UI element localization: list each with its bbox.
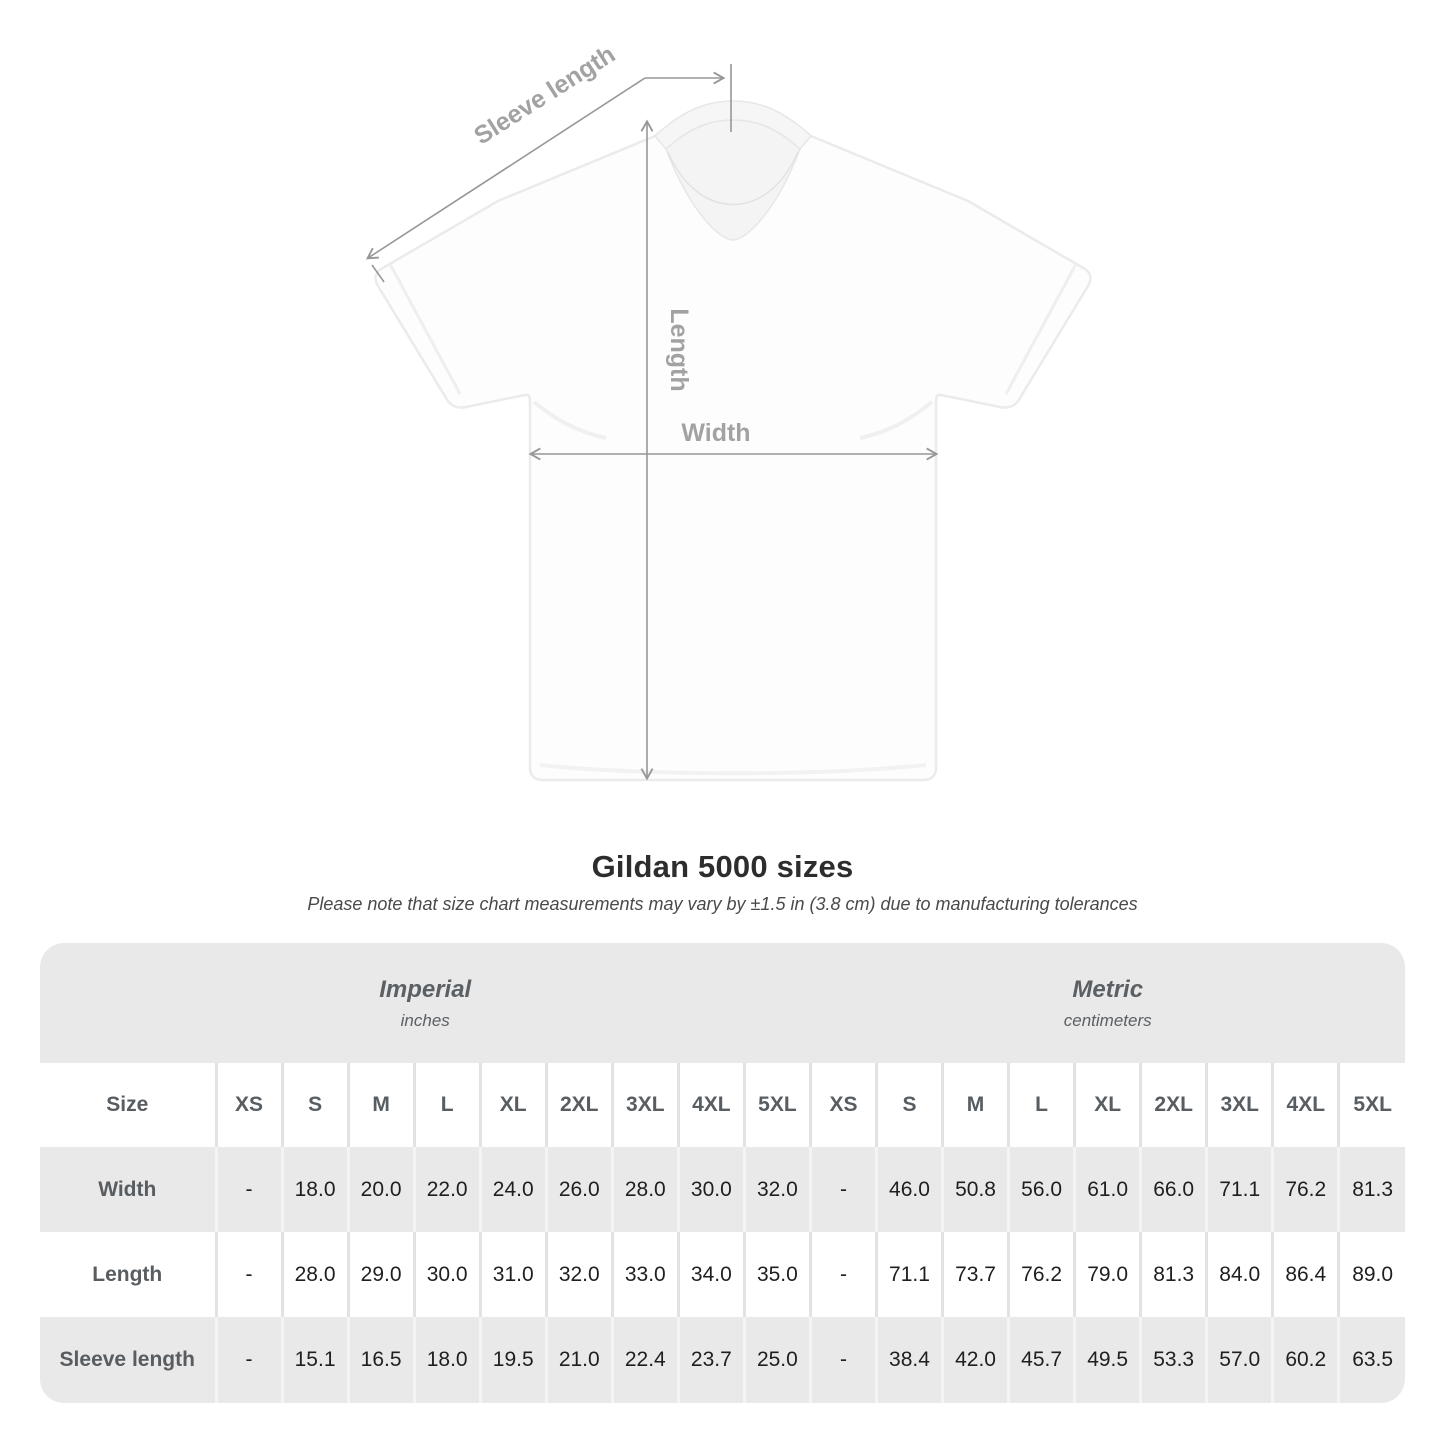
size-header-row: Size XS S M L XL 2XL 3XL 4XL 5XL XS S M … [40, 1063, 1405, 1147]
metric-unit: centimeters [1063, 1010, 1152, 1030]
size-value-cell: 30.0 [412, 1232, 481, 1317]
size-value-cell: - [214, 1147, 283, 1232]
size-value-cell: - [214, 1317, 283, 1403]
size-value-cell: 84.0 [1205, 1232, 1273, 1317]
size-header-cell: 2XL [1139, 1063, 1207, 1147]
size-value-cell: 49.5 [1073, 1317, 1141, 1403]
size-value-cell: 76.2 [1007, 1232, 1075, 1317]
size-header-cell: 5XL [742, 1063, 811, 1147]
size-header-cell: M [941, 1063, 1009, 1147]
size-value-cell: 35.0 [742, 1232, 811, 1317]
size-value-cell: 60.2 [1271, 1317, 1339, 1403]
tshirt-collar [653, 100, 813, 151]
size-value-cell: 30.0 [676, 1147, 745, 1232]
size-value-cell: - [808, 1317, 877, 1403]
size-value-cell: - [808, 1232, 877, 1317]
size-value-cell: 38.4 [874, 1317, 943, 1403]
size-header-cell: 5XL [1337, 1063, 1405, 1147]
size-value-cell: 66.0 [1139, 1147, 1207, 1232]
size-value-cell: 57.0 [1205, 1317, 1273, 1403]
size-value-cell: 32.0 [544, 1232, 613, 1317]
imperial-section-header: Imperial inches [40, 943, 811, 1063]
size-value-cell: 23.7 [676, 1317, 745, 1403]
row-label: Width [40, 1147, 216, 1232]
row-label: Sleeve length [40, 1317, 216, 1403]
size-value-cell: 56.0 [1007, 1147, 1075, 1232]
size-header-cell: XS [808, 1063, 877, 1147]
size-value-cell: 32.0 [742, 1147, 811, 1232]
size-header-cell: XL [478, 1063, 547, 1147]
metric-label: Metric [1072, 975, 1144, 1003]
size-header-cell: XL [1073, 1063, 1141, 1147]
chart-title: Gildan 5000 sizes [591, 849, 854, 884]
size-value-cell: 89.0 [1337, 1232, 1405, 1317]
size-chart-table: Imperial inches Metric centimeters Size … [40, 943, 1405, 1403]
size-header-cell: 4XL [1271, 1063, 1339, 1147]
size-value-cell: 24.0 [478, 1147, 547, 1232]
size-header-cell: XS [214, 1063, 283, 1147]
chart-note: Please note that size chart measurements… [307, 894, 1138, 914]
size-value-cell: 61.0 [1073, 1147, 1141, 1232]
size-value-cell: 16.5 [346, 1317, 415, 1403]
unit-section-row: Imperial inches Metric centimeters [40, 943, 1405, 1063]
size-value-cell: 81.3 [1337, 1147, 1405, 1232]
length-label: Length [665, 308, 693, 391]
size-value-cell: 19.5 [478, 1317, 547, 1403]
size-value-cell: 76.2 [1271, 1147, 1339, 1232]
size-value-cell: 22.4 [610, 1317, 679, 1403]
size-value-cell: 33.0 [610, 1232, 679, 1317]
size-value-cell: - [214, 1232, 283, 1317]
size-value-cell: 21.0 [544, 1317, 613, 1403]
size-value-cell: 42.0 [941, 1317, 1009, 1403]
sleeve-length-label: Sleeve length [469, 40, 620, 150]
size-value-cell: 20.0 [346, 1147, 415, 1232]
size-value-cell: 73.7 [941, 1232, 1009, 1317]
size-header-cell: S [280, 1063, 349, 1147]
size-header-cell: 3XL [1205, 1063, 1273, 1147]
size-value-cell: 15.1 [280, 1317, 349, 1403]
size-value-cell: 63.5 [1337, 1317, 1405, 1403]
tshirt-size-diagram: Sleeve length Length Width [0, 40, 1092, 782]
size-value-cell: 34.0 [676, 1232, 745, 1317]
size-header-cell: 3XL [610, 1063, 679, 1147]
size-value-cell: 18.0 [280, 1147, 349, 1232]
size-header-cell: S [874, 1063, 943, 1147]
size-value-cell: 53.3 [1139, 1317, 1207, 1403]
size-value-cell: 46.0 [874, 1147, 943, 1232]
size-value-cell: 50.8 [941, 1147, 1009, 1232]
size-value-cell: 25.0 [742, 1317, 811, 1403]
size-value-cell: 26.0 [544, 1147, 613, 1232]
size-value-cell: 71.1 [1205, 1147, 1273, 1232]
imperial-unit: inches [400, 1010, 450, 1030]
size-header-cell: 4XL [676, 1063, 745, 1147]
size-value-cell: 79.0 [1073, 1232, 1141, 1317]
size-header-cell: 2XL [544, 1063, 613, 1147]
row-label: Length [40, 1232, 216, 1317]
size-header-cell: L [1007, 1063, 1075, 1147]
sleeve-length-arrow [368, 77, 646, 258]
size-header-cell: M [346, 1063, 415, 1147]
size-value-cell: 28.0 [280, 1232, 349, 1317]
size-value-cell: 29.0 [346, 1232, 415, 1317]
tshirt-illustration [374, 100, 1092, 782]
size-value-cell: 71.1 [874, 1232, 943, 1317]
size-value-cell: 28.0 [610, 1147, 679, 1232]
size-header-cell: L [412, 1063, 481, 1147]
size-value-cell: 31.0 [478, 1232, 547, 1317]
sleeve-length-row: Sleeve length - 15.1 16.5 18.0 19.5 21.0… [40, 1317, 1405, 1403]
size-value-cell: 18.0 [412, 1317, 481, 1403]
length-row: Length - 28.0 29.0 30.0 31.0 32.0 33.0 3… [40, 1232, 1405, 1317]
size-column-header: Size [40, 1063, 216, 1147]
size-value-cell: - [808, 1147, 877, 1232]
size-value-cell: 81.3 [1139, 1232, 1207, 1317]
size-value-cell: 45.7 [1007, 1317, 1075, 1403]
size-value-cell: 22.0 [412, 1147, 481, 1232]
width-row: Width - 18.0 20.0 22.0 24.0 26.0 28.0 30… [40, 1147, 1405, 1232]
sleeve-length-overshoot [371, 264, 385, 283]
size-value-cell: 86.4 [1271, 1232, 1339, 1317]
width-label: Width [681, 419, 750, 447]
imperial-label: Imperial [379, 975, 472, 1003]
metric-section-header: Metric centimeters [810, 943, 1405, 1063]
